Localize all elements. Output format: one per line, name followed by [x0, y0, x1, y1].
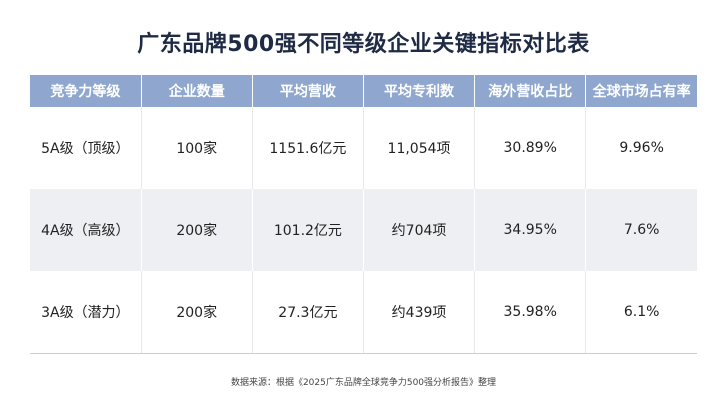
- table-header: 竞争力等级 企业数量 平均营收 平均专利数 海外营收占比 全球市场占有率: [30, 75, 697, 107]
- table-cell: 101.2亿元: [252, 189, 364, 271]
- table-row: 5A级（顶级） 100家 1151.6亿元 11,054项 30.89% 9.96%: [30, 107, 697, 189]
- table-row: 4A级（高级） 200家 101.2亿元 约704项 34.95% 7.6%: [30, 189, 697, 271]
- header-row: 竞争力等级 企业数量 平均营收 平均专利数 海外营收占比 全球市场占有率: [30, 75, 697, 107]
- table-row: 3A级（潜力） 200家 27.3亿元 约439项 35.98% 6.1%: [30, 271, 697, 354]
- table-cell: 6.1%: [585, 271, 697, 354]
- table-cell: 4A级（高级）: [30, 189, 142, 271]
- table-cell: 9.96%: [585, 107, 697, 189]
- page-title: 广东品牌500强不同等级企业关键指标对比表: [137, 32, 590, 57]
- table-cell: 3A级（潜力）: [30, 271, 142, 354]
- comparison-table: 竞争力等级 企业数量 平均营收 平均专利数 海外营收占比 全球市场占有率 5A级（顶级） 1…: [30, 75, 697, 354]
- table-body: 5A级（顶级） 100家 1151.6亿元 11,054项 30.89% 9.96% 4A级…: [30, 107, 697, 354]
- column-header: 竞争力等级: [30, 75, 142, 107]
- table-cell: 7.6%: [585, 189, 697, 271]
- data-source-note: 数据来源：根据《2025广东品牌全球竞争力500强分析报告》整理: [230, 378, 497, 388]
- column-header: 海外营收占比: [474, 75, 587, 107]
- table-cell: 约704项: [363, 189, 476, 271]
- column-header: 平均专利数: [363, 75, 476, 107]
- table-cell: 30.89%: [474, 107, 587, 189]
- table-cell: 1151.6亿元: [252, 107, 364, 189]
- table-cell: 27.3亿元: [252, 271, 364, 354]
- table-cell: 5A级（顶级）: [30, 107, 142, 189]
- table-cell: 约439项: [363, 271, 476, 354]
- column-header: 企业数量: [141, 75, 253, 107]
- table-cell: 200家: [141, 271, 253, 354]
- column-header: 全球市场占有率: [585, 75, 697, 107]
- table-cell: 11,054项: [363, 107, 476, 189]
- column-header: 平均营收: [252, 75, 364, 107]
- table-cell: 100家: [141, 107, 253, 189]
- table-cell: 35.98%: [474, 271, 587, 354]
- table-cell: 200家: [141, 189, 253, 271]
- table-cell: 34.95%: [474, 189, 587, 271]
